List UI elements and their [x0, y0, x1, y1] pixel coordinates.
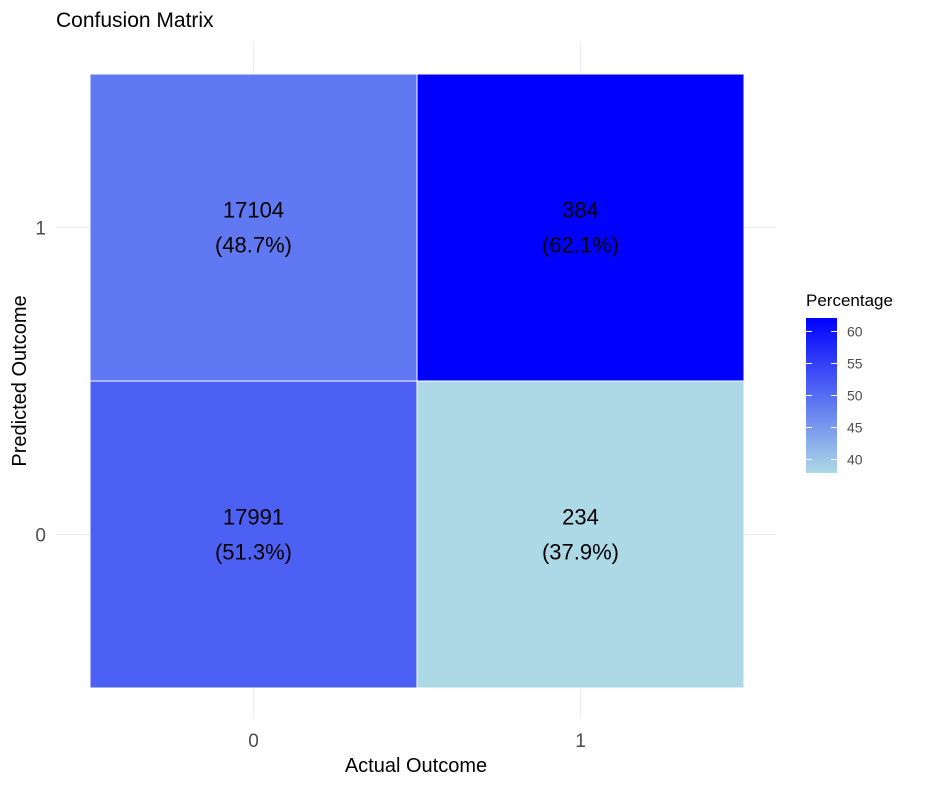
y-tick-label: 1: [35, 219, 46, 240]
cell-percent-label: (62.1%): [542, 233, 619, 258]
cell-percent-label: (51.3%): [215, 540, 292, 565]
heatmap-cell: [89, 380, 418, 689]
y-axis-ticks: 01: [35, 219, 46, 547]
heatmap-cell: [89, 73, 418, 382]
cell-percent-label: (37.9%): [542, 540, 619, 565]
cell-percent-label: (48.7%): [215, 233, 292, 258]
heatmap-cell: [416, 380, 745, 689]
chart-title: Confusion Matrix: [56, 9, 214, 32]
legend-tick-label: 50: [847, 388, 863, 404]
heatmap-cells: [89, 73, 745, 689]
cell-labels: 17104 (48.7%) 384 (62.1%) 17991 (51.3%) 234 (37…: [215, 198, 619, 565]
legend-title: Percentage: [806, 291, 893, 310]
cell-count-label: 234: [562, 505, 599, 530]
x-tick-label: 0: [248, 731, 259, 752]
y-tick-label: 0: [35, 526, 46, 547]
cell-count-label: 384: [562, 198, 599, 223]
cell-count-label: 17991: [223, 505, 284, 530]
heatmap-cell: [416, 73, 745, 382]
y-axis-label: Predicted Outcome: [9, 295, 31, 466]
x-tick-label: 1: [575, 731, 586, 752]
legend-tick-label: 45: [847, 420, 863, 436]
x-axis-label: Actual Outcome: [345, 755, 487, 777]
legend-tick-label: 60: [847, 323, 863, 339]
legend-ticks: 40 45 50 55 60: [806, 323, 863, 468]
color-legend: Percentage 40 45 50 55 60: [806, 291, 893, 473]
legend-tick-label: 40: [847, 452, 863, 468]
cell-count-label: 17104: [223, 198, 284, 223]
legend-tick-label: 55: [847, 355, 863, 371]
